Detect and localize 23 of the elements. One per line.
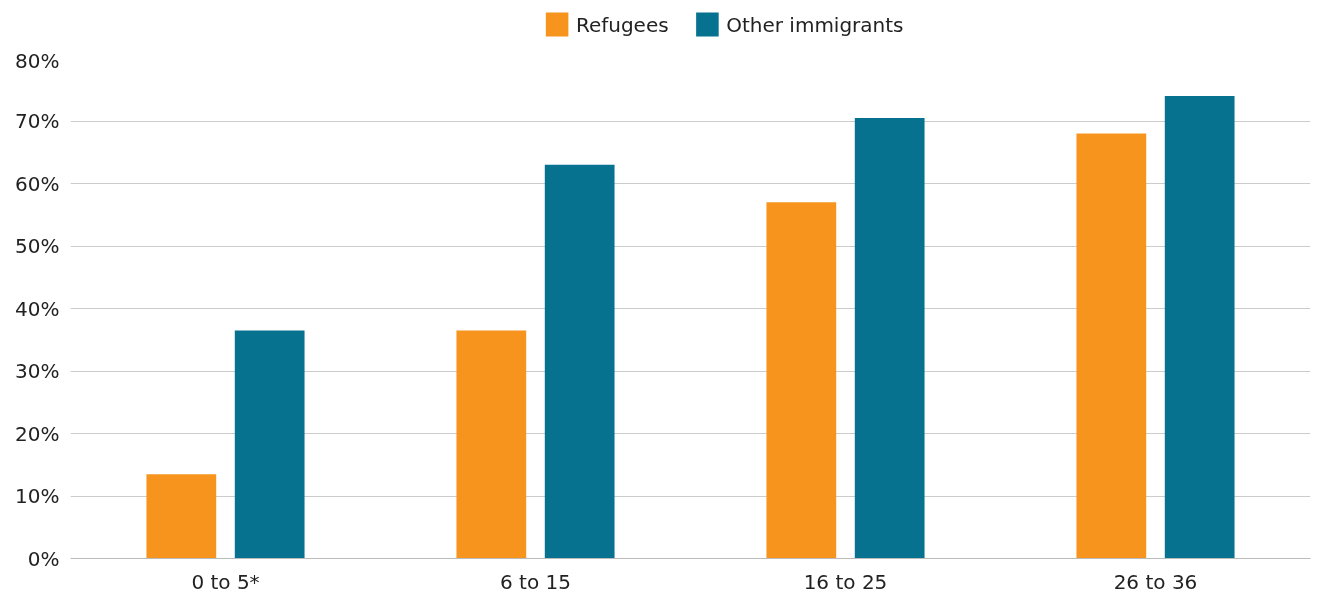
- x-tick-label: 6 to 15: [500, 569, 571, 594]
- bar: [766, 202, 837, 559]
- bar: [146, 474, 217, 559]
- legend-label: Other immigrants: [726, 12, 904, 37]
- y-tick-label: 20%: [15, 421, 60, 446]
- bar: [1076, 133, 1147, 559]
- y-tick-label: 30%: [15, 359, 60, 383]
- legend-label: Refugees: [575, 12, 669, 37]
- y-tick-label: 10%: [15, 484, 60, 508]
- x-tick-label: 0 to 5*: [191, 569, 260, 594]
- bar: [544, 164, 615, 559]
- y-tick-label: 80%: [15, 48, 60, 73]
- x-tick-label: 16 to 25: [803, 569, 888, 594]
- bar: [1164, 96, 1235, 559]
- bar: [854, 117, 925, 559]
- y-tick-label: 70%: [15, 109, 60, 133]
- x-tick-label: 26 to 36: [1113, 569, 1198, 594]
- y-tick-label: 60%: [15, 171, 60, 196]
- bar: [456, 330, 527, 559]
- y-tick-label: 0%: [27, 546, 60, 571]
- y-tick-label: 40%: [15, 296, 60, 321]
- bar: [234, 330, 305, 559]
- y-tick-label: 50%: [15, 234, 60, 258]
